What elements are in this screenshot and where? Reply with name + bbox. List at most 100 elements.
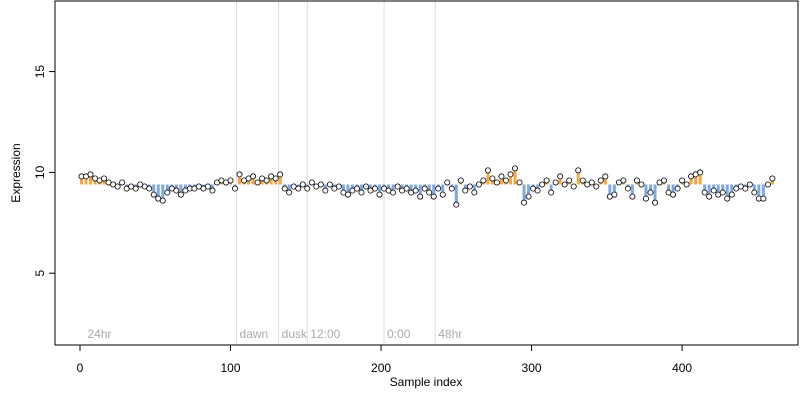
- point: [232, 185, 239, 192]
- point: [489, 175, 496, 182]
- deviation-bar: [79, 176, 83, 185]
- point: [417, 193, 424, 200]
- deviation-bar: [174, 184, 178, 191]
- point: [651, 199, 658, 206]
- point: [539, 181, 546, 188]
- deviation-bar: [156, 184, 160, 199]
- point: [376, 191, 383, 198]
- point: [552, 179, 559, 186]
- deviation-bar: [725, 184, 729, 199]
- point: [620, 177, 627, 184]
- point: [624, 185, 631, 192]
- deviation-bar: [612, 184, 616, 195]
- point: [87, 171, 94, 178]
- deviation-bar: [703, 184, 707, 193]
- deviation-bar: [247, 178, 251, 185]
- point: [570, 183, 577, 190]
- point: [471, 189, 478, 196]
- point: [263, 177, 270, 184]
- annotation: dusk: [282, 327, 308, 341]
- annotation: 48hr: [438, 327, 462, 341]
- deviation-bar: [536, 184, 540, 191]
- deviation-bar: [770, 178, 774, 185]
- x-tick-label: 0: [77, 361, 84, 375]
- deviation-bar: [427, 184, 431, 193]
- point: [602, 173, 609, 180]
- deviation-bar: [549, 184, 553, 193]
- point: [670, 191, 677, 198]
- deviation-bar: [671, 184, 675, 195]
- point: [701, 189, 708, 196]
- point: [250, 173, 257, 180]
- point: [173, 187, 180, 194]
- point: [633, 177, 640, 184]
- point: [521, 199, 528, 206]
- deviation-bar: [414, 184, 418, 191]
- point: [588, 179, 595, 186]
- point: [719, 189, 726, 196]
- point: [254, 179, 261, 186]
- point: [177, 191, 184, 198]
- deviation-bar: [712, 184, 716, 191]
- deviation-bar: [341, 184, 345, 193]
- deviation-bar: [274, 178, 278, 185]
- point: [159, 197, 166, 204]
- deviation-bar: [183, 184, 187, 191]
- annotation: 0:00: [387, 327, 411, 341]
- deviation-bar: [499, 176, 503, 185]
- point: [390, 189, 397, 196]
- deviation-bar: [603, 176, 607, 185]
- deviation-bar: [418, 184, 422, 197]
- point: [760, 195, 767, 202]
- deviation-bar: [721, 184, 725, 193]
- deviation-bar: [161, 184, 165, 201]
- point: [227, 177, 234, 184]
- deviation-bar: [432, 184, 436, 197]
- point: [277, 171, 284, 178]
- deviation-bar: [513, 168, 517, 185]
- point: [114, 183, 121, 190]
- deviation-bar: [346, 184, 350, 195]
- point: [462, 187, 469, 194]
- deviation-bar: [278, 174, 282, 185]
- deviation-bar: [558, 176, 562, 185]
- point: [353, 185, 360, 192]
- point: [679, 177, 686, 184]
- point: [611, 191, 618, 198]
- point: [204, 183, 211, 190]
- point: [421, 185, 428, 192]
- point: [308, 179, 315, 186]
- point: [372, 185, 379, 192]
- x-tick-label: 300: [522, 361, 542, 375]
- deviation-bar: [454, 184, 458, 205]
- deviation-bar: [486, 170, 490, 185]
- point: [683, 181, 690, 188]
- deviation-bar: [694, 174, 698, 185]
- deviation-bar: [251, 176, 255, 185]
- deviation-bar: [490, 178, 494, 185]
- deviation-bar: [463, 184, 467, 191]
- point: [647, 189, 654, 196]
- deviation-bar: [752, 184, 756, 193]
- deviation-bar: [689, 176, 693, 185]
- point: [132, 185, 139, 192]
- point: [512, 165, 519, 172]
- point: [358, 189, 365, 196]
- point: [642, 195, 649, 202]
- point: [295, 185, 302, 192]
- deviation-bar: [210, 184, 214, 191]
- deviation-bar: [84, 176, 88, 185]
- point: [566, 177, 573, 184]
- deviation-bar: [287, 184, 291, 193]
- point: [706, 193, 713, 200]
- deviation-bar: [387, 184, 391, 191]
- deviation-bar: [409, 184, 413, 193]
- point: [322, 187, 329, 194]
- point: [480, 177, 487, 184]
- point: [728, 191, 735, 198]
- point: [674, 185, 681, 192]
- deviation-bar: [350, 184, 354, 191]
- deviation-bar: [716, 184, 720, 195]
- point: [593, 183, 600, 190]
- point: [493, 179, 500, 186]
